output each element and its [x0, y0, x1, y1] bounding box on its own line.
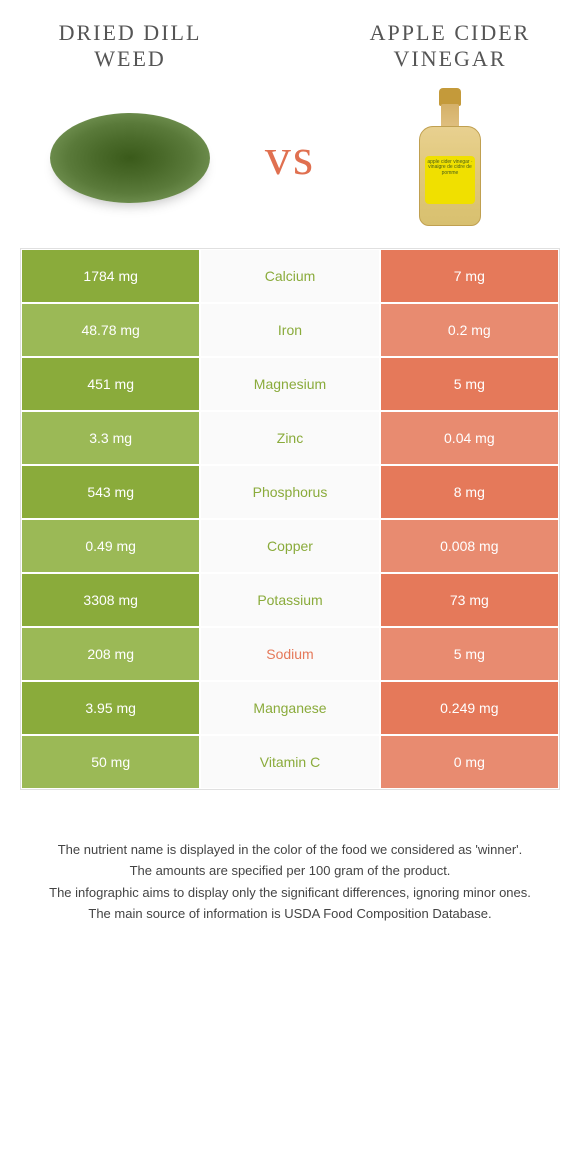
nutrient-name: Iron	[200, 303, 379, 357]
left-value: 50 mg	[21, 735, 200, 789]
table-row: 451 mgMagnesium5 mg	[21, 357, 559, 411]
nutrient-name: Zinc	[200, 411, 379, 465]
table-row: 3.95 mgManganese0.249 mg	[21, 681, 559, 735]
left-value: 0.49 mg	[21, 519, 200, 573]
table-row: 3308 mgPotassium73 mg	[21, 573, 559, 627]
images-row: vs apple cider vinegar · vinaigre de cid…	[0, 83, 580, 248]
vinegar-bottle-icon: apple cider vinegar · vinaigre de cidre …	[415, 88, 485, 228]
footer-line: The main source of information is USDA F…	[40, 904, 540, 924]
food-title-right: Apple cider vinegar	[350, 20, 550, 73]
right-value: 5 mg	[380, 627, 559, 681]
right-value: 0.2 mg	[380, 303, 559, 357]
footer-notes: The nutrient name is displayed in the co…	[0, 790, 580, 956]
nutrient-table: 1784 mgCalcium7 mg48.78 mgIron0.2 mg451 …	[20, 248, 560, 790]
table-row: 48.78 mgIron0.2 mg	[21, 303, 559, 357]
footer-line: The nutrient name is displayed in the co…	[40, 840, 540, 860]
table-row: 1784 mgCalcium7 mg	[21, 249, 559, 303]
right-value: 5 mg	[380, 357, 559, 411]
left-value: 3308 mg	[21, 573, 200, 627]
table-row: 208 mgSodium5 mg	[21, 627, 559, 681]
table-row: 0.49 mgCopper0.008 mg	[21, 519, 559, 573]
nutrient-name: Potassium	[200, 573, 379, 627]
right-value: 0 mg	[380, 735, 559, 789]
right-value: 7 mg	[380, 249, 559, 303]
left-value: 543 mg	[21, 465, 200, 519]
footer-line: The infographic aims to display only the…	[40, 883, 540, 903]
dill-image	[40, 88, 220, 228]
left-value: 1784 mg	[21, 249, 200, 303]
nutrient-name: Sodium	[200, 627, 379, 681]
vs-label: vs	[265, 128, 315, 187]
bottle-label: apple cider vinegar · vinaigre de cidre …	[425, 156, 475, 204]
nutrient-name: Magnesium	[200, 357, 379, 411]
table-row: 50 mgVitamin C0 mg	[21, 735, 559, 789]
footer-line: The amounts are specified per 100 gram o…	[40, 861, 540, 881]
nutrient-name: Calcium	[200, 249, 379, 303]
infographic-container: Dried dill weed Apple cider vinegar vs a…	[0, 0, 580, 956]
nutrient-name: Copper	[200, 519, 379, 573]
nutrient-name: Vitamin C	[200, 735, 379, 789]
nutrient-name: Manganese	[200, 681, 379, 735]
right-value: 0.04 mg	[380, 411, 559, 465]
right-value: 73 mg	[380, 573, 559, 627]
dill-pile-icon	[50, 113, 210, 203]
left-value: 208 mg	[21, 627, 200, 681]
table-row: 3.3 mgZinc0.04 mg	[21, 411, 559, 465]
table-row: 543 mgPhosphorus8 mg	[21, 465, 559, 519]
food-title-left: Dried dill weed	[30, 20, 230, 73]
left-value: 48.78 mg	[21, 303, 200, 357]
header-row: Dried dill weed Apple cider vinegar	[0, 0, 580, 83]
left-value: 3.3 mg	[21, 411, 200, 465]
left-value: 451 mg	[21, 357, 200, 411]
right-value: 0.249 mg	[380, 681, 559, 735]
left-value: 3.95 mg	[21, 681, 200, 735]
right-value: 0.008 mg	[380, 519, 559, 573]
right-value: 8 mg	[380, 465, 559, 519]
vinegar-image: apple cider vinegar · vinaigre de cidre …	[360, 88, 540, 228]
nutrient-name: Phosphorus	[200, 465, 379, 519]
